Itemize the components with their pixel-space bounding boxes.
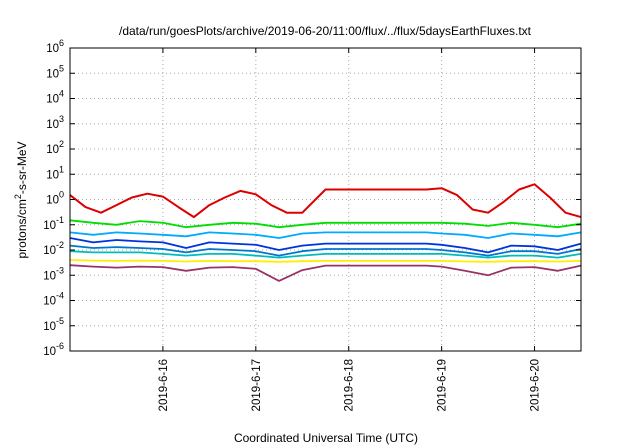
series-line-3 [69, 231, 582, 239]
y-tick-label: 104 [46, 89, 64, 106]
y-tick-label: 105 [46, 63, 64, 80]
y-tick-label: 10-1 [43, 215, 64, 232]
y-tick-label: 102 [46, 139, 64, 156]
x-axis: 2019-6-16 2019-6-17 2019-6-18 2019-6-19 2019… [158, 48, 542, 411]
y-tick-exp: 1 [59, 164, 64, 174]
y-tick-exp: -4 [56, 291, 64, 301]
y-tick-exp: 0 [59, 190, 64, 200]
y-tick-exp: -3 [56, 265, 64, 275]
series-line-4 [69, 237, 582, 254]
y-tick-label: 10-4 [43, 291, 64, 308]
x-tick-label: 2019-6-17 [251, 359, 263, 411]
y-tick-base: 10 [43, 321, 56, 333]
x-axis-label: Coordinated Universal Time (UTC) [234, 431, 418, 445]
y-tick-exp: 6 [59, 38, 64, 48]
y-tick-label: 10-6 [43, 341, 64, 358]
y-tick-base: 10 [46, 43, 59, 55]
y-tick-exp: -6 [56, 341, 64, 351]
chart-title: /data/run/goesPlots/archive/2019-06-20/1… [119, 24, 532, 38]
y-tick-exp: 3 [59, 114, 64, 124]
series-group [69, 183, 582, 282]
y-tick-exp: 2 [59, 139, 64, 149]
gridlines [70, 48, 581, 351]
y-tick-label: 100 [46, 190, 64, 207]
y-tick-exp: -1 [56, 215, 64, 225]
series-line-2 [69, 219, 582, 229]
x-tick-label: 2019-6-20 [530, 359, 542, 411]
series-line-5 [69, 244, 582, 257]
x-tick-label: 2019-6-18 [344, 359, 356, 411]
y-tick-base: 10 [43, 245, 56, 257]
y-axis: 10-610-510-410-310-210-11001011021031041… [43, 38, 581, 358]
y-tick-base: 10 [43, 346, 56, 358]
y-tick-label: 10-3 [43, 265, 64, 282]
series-line-7 [69, 259, 582, 263]
y-axis-label-sup: 2 [13, 194, 23, 199]
y-tick-base: 10 [46, 68, 59, 80]
y-tick-base: 10 [43, 296, 56, 308]
y-tick-base: 10 [46, 94, 59, 106]
y-tick-label: 106 [46, 38, 64, 55]
x-tick-label: 2019-6-16 [158, 359, 170, 411]
y-axis-label-suffix: -s-sr-MeV [15, 141, 29, 194]
series-line-6 [69, 250, 582, 259]
series-line-8 [69, 264, 582, 282]
y-tick-base: 10 [46, 195, 59, 207]
y-tick-label: 101 [46, 164, 64, 181]
y-tick-exp: 5 [59, 63, 64, 73]
y-tick-exp: 4 [59, 89, 64, 99]
y-axis-label-prefix: protons/cm [15, 199, 29, 258]
y-axis-label: protons/cm2-s-sr-MeV [13, 141, 29, 258]
y-tick-exp: -2 [56, 240, 64, 250]
y-tick-base: 10 [43, 270, 56, 282]
y-tick-base: 10 [43, 220, 56, 232]
y-tick-base: 10 [46, 144, 59, 156]
x-tick-label: 2019-6-19 [437, 359, 449, 411]
series-line-1 [69, 183, 582, 219]
y-tick-label: 103 [46, 114, 64, 131]
y-tick-base: 10 [46, 119, 59, 131]
y-tick-exp: -5 [56, 316, 64, 326]
y-tick-base: 10 [46, 169, 59, 181]
y-tick-label: 10-2 [43, 240, 64, 257]
y-tick-label: 10-5 [43, 316, 64, 333]
